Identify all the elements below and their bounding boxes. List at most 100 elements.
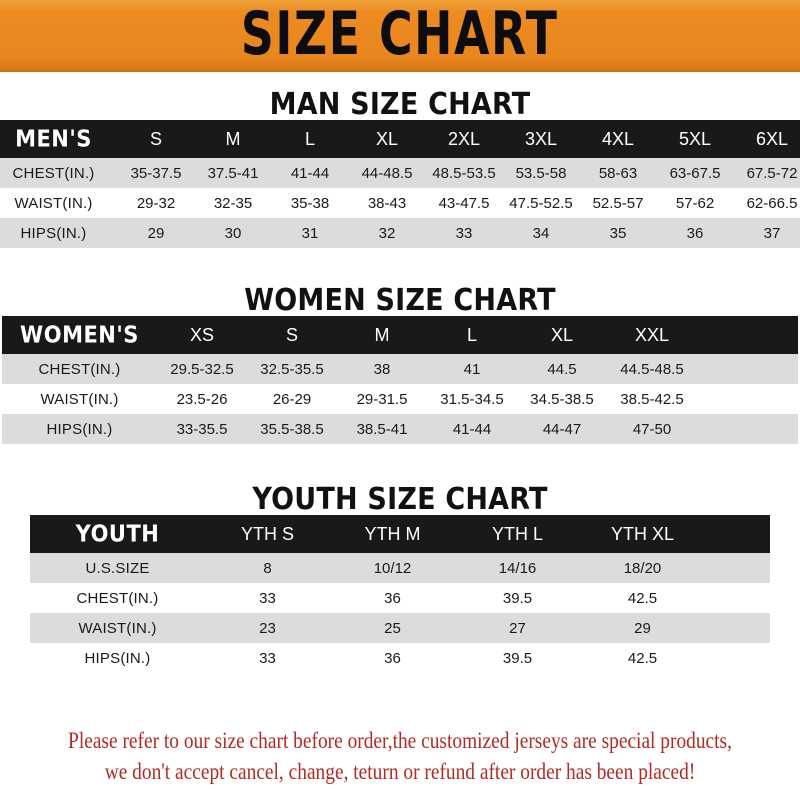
youth-column-header: YTH XL [610,523,675,544]
spacer [0,444,800,466]
man-column-header: L [304,128,315,149]
man-cell: 67.5-72 [746,164,798,182]
youth-cell-filler [705,613,770,643]
table-row: WAIST(IN.) 29-32 32-35 35-38 38-43 43-47… [0,188,800,218]
table-row: HIPS(IN.) 33 36 39.5 42.5 [30,643,770,673]
man-column-header: M [225,128,241,149]
youth-cell: 36 [384,649,401,667]
youth-column-header: YTH S [240,523,294,544]
youth-header-filler [705,515,770,553]
youth-row-label: WAIST(IN.) [78,619,157,637]
youth-section-title: YOUTH SIZE CHART [252,482,548,517]
man-column-header: 5XL [678,128,712,149]
table-row: HIPS(IN.) 33-35.5 35.5-38.5 38.5-41 41-4… [2,414,798,444]
man-cell: 34 [532,224,550,242]
man-chart-wrapper: MEN'S S M L XL 2XL 3XL 4XL 5XL 6XL CHEST… [0,120,800,248]
youth-chart-wrapper: YOUTH YTH S YTH M YTH L YTH XL U.S.SIZE … [0,515,800,673]
man-row-label: WAIST(IN.) [14,194,93,212]
man-cell: 37.5-41 [207,164,259,182]
women-row-label: WAIST(IN.) [40,390,119,408]
women-cell: 33-35.5 [176,420,228,438]
women-table-header-row: WOMEN'S XS S M L XL XXL [2,316,798,354]
man-cell: 36 [686,224,704,242]
youth-cell-filler [705,643,770,673]
women-column-header: L [466,324,477,345]
spacer [0,248,800,268]
youth-size-table: YOUTH YTH S YTH M YTH L YTH XL U.S.SIZE … [30,515,770,673]
youth-cell: 39.5 [502,589,533,607]
youth-cell: 29 [634,619,651,637]
women-cell: 31.5-34.5 [440,390,504,408]
women-column-header: S [285,324,298,345]
women-cell: 35.5-38.5 [260,420,324,438]
youth-row-label: HIPS(IN.) [84,649,151,667]
women-row-label: HIPS(IN.) [46,420,113,438]
man-cell: 29-32 [136,194,176,212]
man-table-header-row: MEN'S S M L XL 2XL 3XL 4XL 5XL 6XL [0,120,800,158]
youth-cell: 8 [263,559,272,577]
women-cell: 44-47 [542,420,582,438]
women-column-header: XXL [634,324,670,345]
man-cell: 63-67.5 [669,164,721,182]
women-cell: 44.5-48.5 [620,360,684,378]
table-row: CHEST(IN.) 35-37.5 37.5-41 41-44 44-48.5… [0,158,800,188]
women-cell: 41 [463,360,481,378]
table-row: CHEST(IN.) 29.5-32.5 32.5-35.5 38 41 44.… [2,354,798,384]
youth-cell: 27 [509,619,526,637]
man-column-header: 6XL [755,128,789,149]
women-cell: 47-50 [632,420,672,438]
women-cell-filler [697,354,798,384]
women-column-header: M [374,324,390,345]
youth-row-label: CHEST(IN.) [76,589,159,607]
order-policy-note: Please refer to our size chart before or… [0,726,800,788]
man-cell: 48.5-53.5 [432,164,496,182]
man-cell: 58-63 [598,164,638,182]
youth-table-header-row: YOUTH YTH S YTH M YTH L YTH XL [30,515,770,553]
women-column-header: XS [189,324,214,345]
order-policy-line-2: we don't accept cancel, change, teturn o… [104,758,696,785]
man-cell: 57-62 [675,194,715,212]
youth-cell: 39.5 [502,649,533,667]
women-size-table: WOMEN'S XS S M L XL XXL CHEST(IN.) 29.5-… [2,316,798,444]
women-cell: 29.5-32.5 [170,360,234,378]
youth-cell: 42.5 [627,589,658,607]
man-cell: 29 [147,224,165,242]
youth-row-label: U.S.SIZE [85,559,150,577]
youth-cell: 14/16 [498,559,537,577]
women-cell: 26-29 [272,390,312,408]
women-cell: 29-31.5 [356,390,408,408]
man-cell: 33 [455,224,473,242]
man-column-header: S [149,128,162,149]
table-row: HIPS(IN.) 29 30 31 32 33 34 35 36 37 [0,218,800,248]
man-column-header: 2XL [447,128,481,149]
women-cell-filler [697,384,798,414]
man-cell: 43-47.5 [438,194,490,212]
table-row: U.S.SIZE 8 10/12 14/16 18/20 [30,553,770,583]
women-cell: 32.5-35.5 [260,360,324,378]
table-row: CHEST(IN.) 33 36 39.5 42.5 [30,583,770,613]
man-cell: 38-43 [367,194,407,212]
man-cell: 31 [301,224,319,242]
man-cell: 53.5-58 [515,164,567,182]
man-cell: 35 [609,224,627,242]
size-chart-banner: SIZE CHART [0,0,800,72]
man-section-title: MAN SIZE CHART [269,87,531,122]
man-cell: 32 [378,224,396,242]
order-policy-line-1: Please refer to our size chart before or… [68,727,732,754]
youth-cell: 10/12 [373,559,412,577]
youth-cell: 18/20 [623,559,662,577]
man-cell: 41-44 [290,164,330,182]
man-cell: 30 [224,224,242,242]
man-cell: 35-38 [290,194,330,212]
women-row-label: CHEST(IN.) [38,360,121,378]
women-section-title: WOMEN SIZE CHART [244,283,556,318]
table-row: WAIST(IN.) 23 25 27 29 [30,613,770,643]
women-chart-wrapper: WOMEN'S XS S M L XL XXL CHEST(IN.) 29.5-… [0,316,800,444]
youth-cell: 33 [259,649,276,667]
youth-cell: 42.5 [627,649,658,667]
women-corner-label: WOMEN'S [20,322,139,348]
women-cell-filler [697,414,798,444]
youth-column-header: YTH M [364,523,421,544]
women-cell: 38 [373,360,391,378]
women-cell: 23.5-26 [176,390,228,408]
